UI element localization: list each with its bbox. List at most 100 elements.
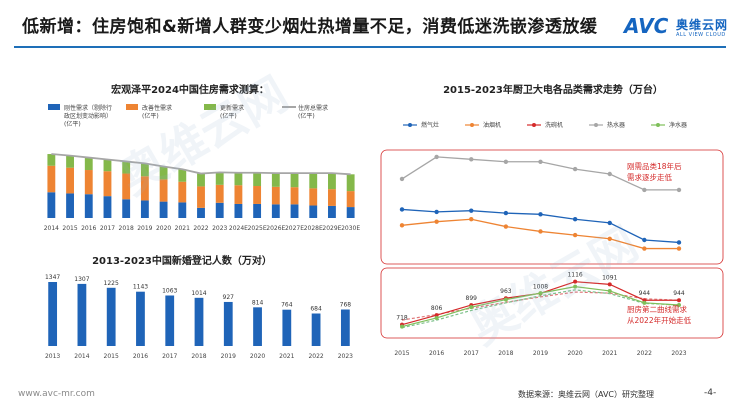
legend-label: 住房总需求(亿平) bbox=[298, 104, 328, 120]
bar-segment bbox=[271, 186, 280, 205]
x-tick-label: 2020 bbox=[250, 353, 265, 360]
bar-segment bbox=[346, 174, 355, 192]
x-tick-label: 2019 bbox=[533, 350, 548, 357]
legend-swatch bbox=[126, 104, 138, 110]
data-point bbox=[503, 159, 509, 164]
x-tick-label: 2024E bbox=[229, 225, 248, 232]
x-tick-label: 2018 bbox=[498, 350, 513, 357]
x-tick-label: 2026E bbox=[266, 225, 285, 232]
data-label: 1063 bbox=[162, 287, 177, 294]
data-point bbox=[399, 176, 405, 182]
data-point bbox=[399, 223, 405, 228]
bar bbox=[311, 313, 321, 346]
bar-segment bbox=[197, 173, 205, 187]
page-title: 低新增：住房饱和&新增人群变少烟灶热增量不足，消费低迷洗嵌渗透放缓 bbox=[22, 17, 598, 37]
x-tick-label: 2017 bbox=[464, 350, 479, 357]
data-point bbox=[677, 298, 681, 303]
bar-segment bbox=[197, 186, 205, 208]
x-tick-label: 2022 bbox=[308, 353, 323, 360]
bar-segment bbox=[103, 159, 112, 172]
bar-segment bbox=[328, 173, 336, 190]
bar-segment bbox=[309, 173, 318, 189]
bar bbox=[136, 291, 145, 346]
data-point bbox=[434, 219, 439, 224]
legend-label: 燃气灶 bbox=[421, 121, 439, 129]
logo-avc: AVC bbox=[624, 14, 669, 38]
data-point bbox=[538, 229, 543, 234]
chart-title: 2015-2023年厨卫大电各品类需求走势（万台） bbox=[443, 83, 663, 96]
x-tick-label: 2016 bbox=[133, 353, 148, 360]
bar bbox=[77, 283, 87, 346]
upper-panel-frame bbox=[380, 149, 724, 265]
bar-segment bbox=[328, 205, 336, 218]
x-tick-label: 2030E bbox=[341, 225, 360, 232]
x-tick-label: 2021 bbox=[602, 350, 617, 357]
bar-segment bbox=[290, 173, 299, 188]
x-tick-label: 2020 bbox=[156, 225, 171, 232]
bar-segment bbox=[290, 187, 299, 205]
data-point bbox=[469, 217, 474, 222]
data-label: 1143 bbox=[133, 284, 148, 291]
legend-swatch bbox=[204, 104, 216, 110]
marriage-chart: 2013-2023中国新婚登记人数（万对） 1347 2013 1307 2014 122… bbox=[45, 254, 353, 360]
bar-segment bbox=[309, 205, 318, 218]
bar-segment bbox=[47, 192, 56, 218]
annotation-text: 从2022年开始走低 bbox=[627, 315, 692, 325]
x-tick-label: 2018 bbox=[119, 225, 134, 232]
bar-segment bbox=[84, 194, 93, 218]
x-tick-label: 2013 bbox=[45, 353, 60, 360]
legend-label: 净水器 bbox=[669, 121, 687, 129]
bar bbox=[194, 297, 204, 346]
data-point bbox=[607, 288, 612, 293]
data-point bbox=[573, 279, 578, 284]
series-line bbox=[401, 218, 679, 250]
data-point bbox=[573, 284, 578, 289]
data-point bbox=[572, 217, 578, 222]
bar-segment bbox=[103, 171, 112, 197]
bar-segment bbox=[253, 172, 262, 187]
data-point bbox=[469, 208, 474, 213]
x-tick-label: 2019 bbox=[137, 225, 152, 232]
data-point bbox=[607, 220, 612, 226]
data-point bbox=[642, 246, 647, 251]
bar-segment bbox=[84, 157, 93, 171]
footer-url[interactable]: www.avc-mr.com bbox=[18, 389, 95, 399]
bar-segment bbox=[47, 165, 56, 193]
data-point bbox=[434, 154, 439, 160]
x-tick-label: 2014 bbox=[74, 353, 89, 360]
x-tick-label: 2023 bbox=[671, 350, 686, 357]
legend-marker bbox=[408, 123, 412, 127]
data-label: 899 bbox=[466, 295, 478, 302]
data-label: 764 bbox=[281, 302, 293, 309]
logo-en: ALL VIEW CLOUD bbox=[676, 32, 726, 38]
data-point bbox=[503, 297, 508, 302]
title-rule bbox=[14, 46, 726, 48]
bar-segment bbox=[159, 166, 168, 180]
bar bbox=[282, 309, 292, 346]
bar-segment bbox=[159, 201, 168, 218]
chart-title: 2013-2023中国新婚登记人数（万对） bbox=[92, 254, 272, 267]
bar-segment bbox=[122, 173, 131, 200]
bar bbox=[106, 287, 116, 346]
x-tick-label: 2015 bbox=[62, 225, 77, 232]
data-label: 1116 bbox=[567, 272, 582, 279]
data-label: 963 bbox=[500, 288, 512, 295]
legend-marker bbox=[594, 123, 598, 127]
data-point bbox=[572, 166, 578, 172]
data-point bbox=[676, 246, 682, 251]
data-label: 1008 bbox=[533, 283, 548, 290]
bar-segment bbox=[103, 196, 112, 218]
page-number: -4- bbox=[704, 388, 717, 398]
bar-segment bbox=[234, 172, 243, 186]
data-point bbox=[503, 210, 509, 216]
data-label: 1347 bbox=[45, 274, 60, 281]
bar bbox=[48, 282, 58, 346]
x-tick-label: 2025E bbox=[248, 225, 267, 232]
total-demand-line bbox=[51, 153, 351, 176]
legend-marker bbox=[656, 123, 660, 127]
annotation-text: 刚需品类18年后 bbox=[627, 161, 682, 171]
lower-panel-frame bbox=[380, 267, 724, 339]
x-tick-label: 2016 bbox=[429, 350, 444, 357]
bar-segment bbox=[197, 207, 205, 218]
bar-segment bbox=[309, 188, 318, 206]
